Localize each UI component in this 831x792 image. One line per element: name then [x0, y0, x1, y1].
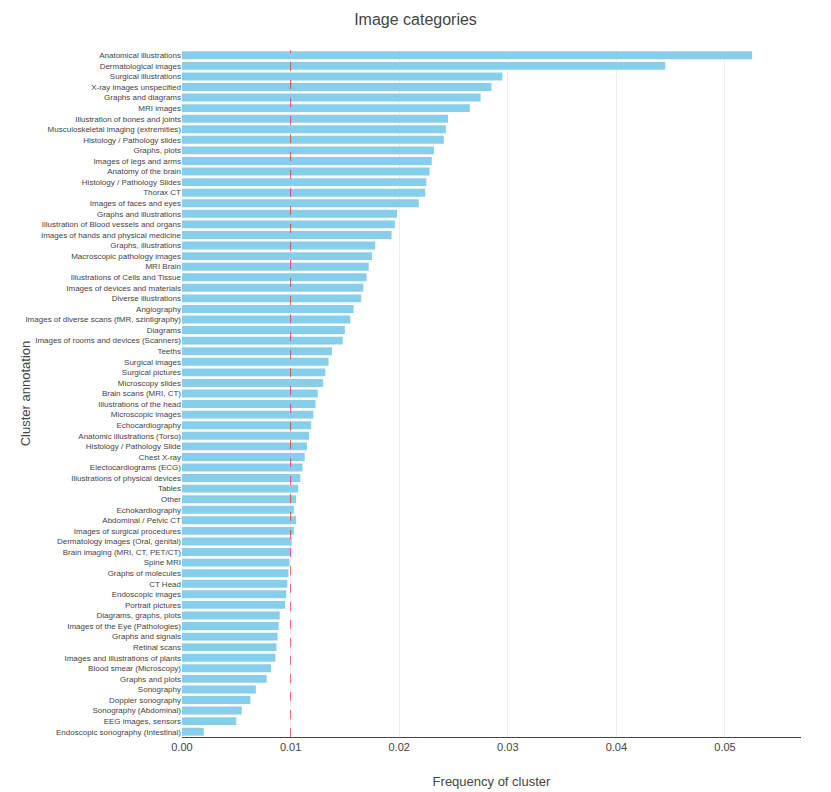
svg-text:EEG images, sensors: EEG images, sensors — [104, 717, 181, 726]
svg-text:Cluster annotation: Cluster annotation — [18, 341, 33, 447]
svg-text:Microscopic images: Microscopic images — [111, 410, 181, 419]
svg-text:Dermatology images (Oral, geni: Dermatology images (Oral, genital) — [57, 537, 181, 546]
svg-text:0.03: 0.03 — [497, 741, 518, 753]
svg-text:Abdominal / Pelvic CT: Abdominal / Pelvic CT — [102, 516, 181, 525]
svg-text:Images of devices and material: Images of devices and materials — [66, 284, 181, 293]
svg-text:Images of hands and physical m: Images of hands and physical medicine — [41, 231, 182, 240]
svg-text:0.04: 0.04 — [606, 741, 627, 753]
svg-text:Chest X-ray: Chest X-ray — [139, 453, 181, 462]
svg-text:Other: Other — [161, 495, 181, 504]
svg-text:Histology / Pathology Slides: Histology / Pathology Slides — [82, 178, 181, 187]
svg-text:Musculoskeletal imaging (extre: Musculoskeletal imaging (extremities) — [48, 125, 182, 134]
svg-text:Images of the Eye (Pathologies: Images of the Eye (Pathologies) — [67, 622, 181, 631]
svg-text:Sonography: Sonography — [138, 685, 181, 694]
svg-text:Echokardiography: Echokardiography — [117, 506, 181, 515]
svg-text:Echocardiography: Echocardiography — [117, 421, 181, 430]
svg-text:0.00: 0.00 — [171, 741, 192, 753]
svg-text:Sonography (Abdominal): Sonography (Abdominal) — [93, 706, 182, 715]
svg-text:Surgical illustrations: Surgical illustrations — [110, 72, 181, 81]
svg-text:Graphs and signals: Graphs and signals — [112, 632, 181, 641]
svg-text:Images of surgical procedures: Images of surgical procedures — [74, 527, 181, 536]
svg-text:0.01: 0.01 — [280, 741, 301, 753]
svg-text:Diverse illustrations: Diverse illustrations — [112, 294, 181, 303]
svg-text:Diagrams, graphs, plots: Diagrams, graphs, plots — [97, 611, 181, 620]
svg-text:MRI Brain: MRI Brain — [145, 262, 181, 271]
svg-text:0.02: 0.02 — [388, 741, 409, 753]
svg-text:Illustrations of the head: Illustrations of the head — [98, 400, 181, 409]
svg-text:Illustrations of physical devi: Illustrations of physical devices — [71, 474, 181, 483]
svg-text:Graphs of molecules: Graphs of molecules — [108, 569, 181, 578]
svg-text:Anatomic illustrations (Torso): Anatomic illustrations (Torso) — [78, 432, 181, 441]
svg-text:Image categories: Image categories — [354, 11, 477, 28]
svg-text:Spine MRI: Spine MRI — [144, 558, 181, 567]
svg-text:Surgical pictures: Surgical pictures — [122, 368, 181, 377]
svg-text:Frequency of cluster: Frequency of cluster — [433, 774, 551, 789]
svg-text:Histology / Pathology slides: Histology / Pathology slides — [83, 136, 181, 145]
svg-text:Illustrations of Cells and Tis: Illustrations of Cells and Tissue — [71, 273, 182, 282]
svg-text:Histology / Pathology Slide: Histology / Pathology Slide — [86, 442, 182, 451]
svg-text:Surgical images: Surgical images — [124, 358, 181, 367]
svg-text:Blood smear (Microscopy): Blood smear (Microscopy) — [88, 664, 181, 673]
svg-text:Macroscopic pathology images: Macroscopic pathology images — [71, 252, 181, 261]
svg-text:Images of faces and eyes: Images of faces and eyes — [90, 199, 181, 208]
svg-text:0.05: 0.05 — [714, 741, 735, 753]
svg-text:Graphs and diagrams: Graphs and diagrams — [104, 93, 181, 102]
svg-text:Anatomy of the brain: Anatomy of the brain — [107, 167, 181, 176]
svg-text:Graphs and illustrations: Graphs and illustrations — [97, 210, 181, 219]
svg-text:Brain imaging (MRI, CT, PET/CT: Brain imaging (MRI, CT, PET/CT) — [63, 548, 182, 557]
svg-text:Electocardiograms (ECG): Electocardiograms (ECG) — [90, 463, 181, 472]
svg-text:MRI images: MRI images — [138, 104, 181, 113]
svg-text:Images of rooms and devices (S: Images of rooms and devices (Scanners) — [35, 336, 181, 345]
svg-text:Illustration of Blood vessels: Illustration of Blood vessels and organs — [42, 220, 181, 229]
svg-text:Images and illustrations of pl: Images and illustrations of plants — [64, 654, 181, 663]
svg-text:Tables: Tables — [158, 484, 181, 493]
svg-text:Angiography: Angiography — [136, 305, 181, 314]
svg-text:Teeths: Teeths — [157, 347, 181, 356]
svg-text:Microscopy slides: Microscopy slides — [118, 379, 181, 388]
svg-text:Graphs and plots: Graphs and plots — [120, 675, 181, 684]
svg-text:Images of diverse scans (fMR,: Images of diverse scans (fMR, szintigrap… — [25, 315, 181, 324]
svg-text:CT Head: CT Head — [149, 580, 181, 589]
svg-text:Doppler sonography: Doppler sonography — [109, 696, 181, 705]
svg-text:X-ray images unspecified: X-ray images unspecified — [91, 83, 181, 92]
svg-text:Retinal scans: Retinal scans — [133, 643, 181, 652]
svg-text:Graphs, illustrations: Graphs, illustrations — [110, 241, 181, 250]
svg-text:Diagrams: Diagrams — [147, 326, 181, 335]
svg-text:Illustration of bones and join: Illustration of bones and joints — [75, 115, 181, 124]
svg-text:Endoscopic sonography (Intesti: Endoscopic sonography (Intestinal) — [56, 728, 181, 737]
svg-text:Anatomical illustrations: Anatomical illustrations — [99, 51, 181, 60]
svg-text:Endoscopic images: Endoscopic images — [112, 590, 181, 599]
svg-text:Images of legs and arms: Images of legs and arms — [93, 157, 181, 166]
svg-text:Thorax CT: Thorax CT — [143, 188, 181, 197]
svg-text:Dermatological images: Dermatological images — [100, 62, 181, 71]
svg-text:Portrait pictures: Portrait pictures — [125, 601, 181, 610]
svg-text:Graphs, plots: Graphs, plots — [133, 146, 181, 155]
svg-text:Brain scans (MRI, CT): Brain scans (MRI, CT) — [102, 389, 181, 398]
